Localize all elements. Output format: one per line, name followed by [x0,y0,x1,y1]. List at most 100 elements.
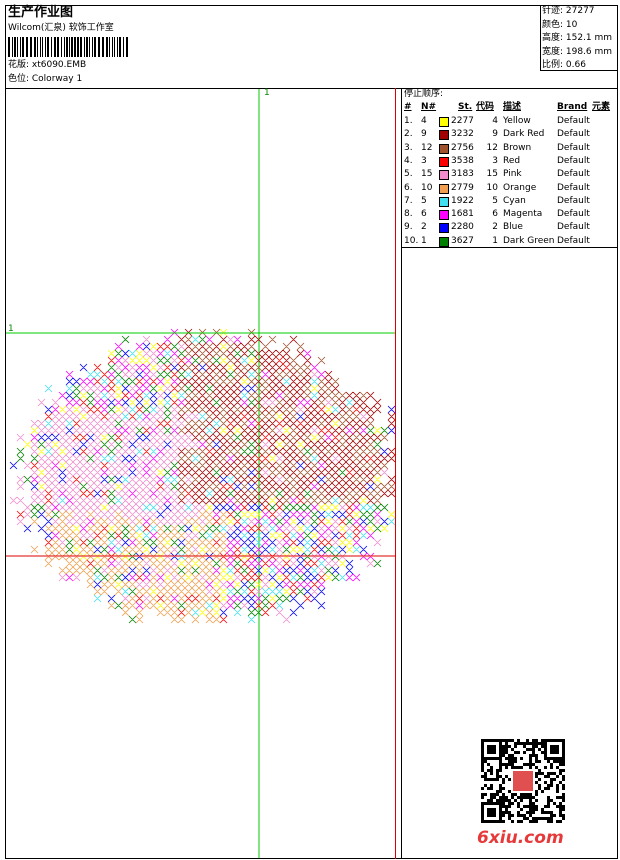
stitch-pattern [16,335,389,624]
bar [92,37,93,57]
qr-module [526,811,529,814]
qr-module [529,811,532,814]
row-code: 3 [492,155,498,166]
qr-module [508,790,511,793]
row-code: 12 [486,142,498,153]
qr-module [556,760,559,763]
column-header: # [404,102,412,112]
bar [8,37,10,57]
qr-module [562,760,565,763]
qr-module [481,769,484,772]
bar [54,37,56,57]
qr-module [517,742,520,745]
qr-module [511,766,514,769]
row-name: Pink [503,169,522,180]
design-file: 花版: xt6090.EMB [8,60,87,70]
qr-module [541,790,544,793]
qr-module [487,787,490,790]
stitch-pattern [44,335,395,624]
qr-module [535,739,538,742]
qr-module [526,817,529,820]
row-name: Blue [503,222,523,233]
row-needle: 15 [421,169,433,180]
qr-module [481,763,484,766]
bar [71,37,73,57]
bar [14,37,16,57]
bar [12,37,13,57]
qr-module [511,763,514,766]
qr-module [511,748,514,751]
qr-module [505,808,508,811]
qr-module [556,784,559,787]
qr-module [496,772,499,775]
bar [69,37,70,57]
qr-module [529,760,532,763]
qr-module [535,742,538,745]
watermark: 6xiu.com [477,828,564,848]
qr-module [502,811,505,814]
qr-module [523,751,526,754]
qr-module [535,799,538,802]
row-code: 5 [492,195,498,206]
qr-module [523,763,526,766]
qr-module [532,796,535,799]
qr-module [487,799,490,802]
qr-module [547,787,550,790]
qr-module [508,778,511,781]
qr-module [544,781,547,784]
row-stitches: 2756 [451,142,474,153]
qr-module [520,814,523,817]
color-swatch [439,117,449,127]
qr-module [535,817,538,820]
info-box [540,5,618,71]
qr-module [484,760,487,763]
qr-module [562,784,565,787]
qr-module [520,808,523,811]
qr-module [508,817,511,820]
qr-module [535,772,538,775]
qr-module [520,799,523,802]
qr-module [556,766,559,769]
qr-module [535,805,538,808]
bar [37,37,38,57]
qr-module [562,793,565,796]
qr-module [529,757,532,760]
qr-module [508,805,511,808]
qr-module [508,745,511,748]
qr-module [541,742,544,745]
qr-module [484,793,487,796]
bar [51,37,52,57]
qr-module [547,784,550,787]
row-order: 2. [404,129,413,140]
qr-module [556,787,559,790]
column-header: Brand [557,102,588,112]
colorway: 色位: Colorway 1 [8,74,83,84]
qr-module [526,742,529,745]
qr-module [532,763,535,766]
row-brand: Default [557,209,590,220]
qr-module [517,814,520,817]
qr-module [559,820,562,823]
qr-module [499,763,502,766]
bar [42,37,43,57]
row-stitches: 1922 [451,195,474,206]
column-header: N# [421,102,437,112]
qr-module [508,811,511,814]
table-divider [402,247,618,248]
qr-module [505,745,508,748]
qr-module [535,793,538,796]
qr-module [508,814,511,817]
qr-module [520,757,523,760]
qr-module [532,820,535,823]
row-name: Cyan [503,195,526,206]
qr-module [538,784,541,787]
row-brand: Default [557,155,590,166]
qr-module [535,754,538,757]
bar [126,37,128,57]
row-stitches: 3627 [451,235,474,246]
qr-module [550,820,553,823]
qr-module [523,745,526,748]
qr-module [535,775,538,778]
qr-module [541,751,544,754]
